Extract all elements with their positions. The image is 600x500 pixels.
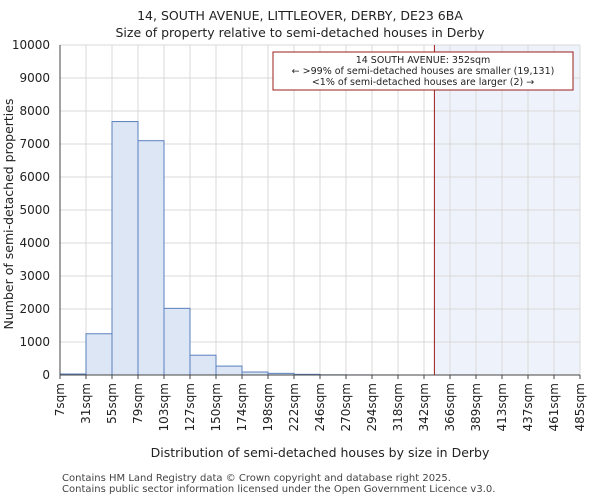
histogram-bar bbox=[111, 121, 139, 376]
y-tick-label: 3000 bbox=[19, 269, 50, 283]
annotation-line: <1% of semi-detached houses are larger (… bbox=[312, 77, 534, 88]
annotation-line: 14 SOUTH AVENUE: 352sqm bbox=[356, 55, 491, 66]
y-tick-label: 0 bbox=[42, 368, 50, 382]
y-tick-label: 9000 bbox=[19, 71, 50, 85]
y-tick-label: 4000 bbox=[19, 236, 50, 250]
x-tick-label: 55sqm bbox=[105, 383, 119, 424]
x-tick-label: 198sqm bbox=[261, 383, 275, 431]
annotation-line: ← >99% of semi-detached houses are small… bbox=[292, 66, 555, 77]
y-tick-label: 7000 bbox=[19, 137, 50, 151]
histogram-bar bbox=[85, 333, 113, 376]
y-tick-label: 6000 bbox=[19, 170, 50, 184]
x-tick-label: 222sqm bbox=[287, 383, 301, 431]
x-axis-title: Distribution of semi-detached houses by … bbox=[151, 445, 490, 460]
x-tick-label: 174sqm bbox=[235, 383, 249, 431]
y-tick-label: 1000 bbox=[19, 335, 50, 349]
y-tick-label: 10000 bbox=[12, 38, 50, 52]
x-tick-label: 127sqm bbox=[183, 383, 197, 431]
x-tick-label: 485sqm bbox=[573, 383, 587, 431]
x-tick-label: 318sqm bbox=[391, 383, 405, 431]
histogram-bar bbox=[189, 354, 217, 376]
y-tick-label: 8000 bbox=[19, 104, 50, 118]
x-tick-label: 413sqm bbox=[495, 383, 509, 431]
x-tick-label: 246sqm bbox=[313, 383, 327, 431]
y-tick-label: 2000 bbox=[19, 302, 50, 316]
x-tick-label: 461sqm bbox=[547, 383, 561, 431]
x-tick-label: 294sqm bbox=[365, 383, 379, 431]
x-tick-label: 150sqm bbox=[209, 383, 223, 431]
x-tick-label: 31sqm bbox=[79, 383, 93, 424]
y-axis-title: Number of semi-detached properties bbox=[1, 99, 16, 330]
x-tick-label: 7sqm bbox=[53, 383, 67, 416]
x-tick-label: 437sqm bbox=[521, 383, 535, 431]
x-tick-label: 389sqm bbox=[469, 383, 483, 431]
histogram-bar bbox=[215, 365, 243, 376]
annotation-box bbox=[272, 51, 574, 91]
x-tick-label: 79sqm bbox=[131, 383, 145, 424]
chart-subtitle: Size of property relative to semi-detach… bbox=[115, 25, 485, 40]
y-tick-label: 5000 bbox=[19, 203, 50, 217]
x-tick-label: 103sqm bbox=[157, 383, 171, 431]
footer-line-1: Contains HM Land Registry data © Crown c… bbox=[62, 473, 451, 484]
x-tick-label: 366sqm bbox=[443, 383, 457, 431]
x-tick-label: 270sqm bbox=[339, 383, 353, 431]
footer-line-2: Contains public sector information licen… bbox=[62, 484, 496, 495]
x-tick-label: 342sqm bbox=[417, 383, 431, 431]
chart-title: 14, SOUTH AVENUE, LITTLEOVER, DERBY, DE2… bbox=[137, 8, 463, 23]
histogram-bar bbox=[137, 140, 165, 376]
histogram-bar bbox=[163, 307, 191, 376]
